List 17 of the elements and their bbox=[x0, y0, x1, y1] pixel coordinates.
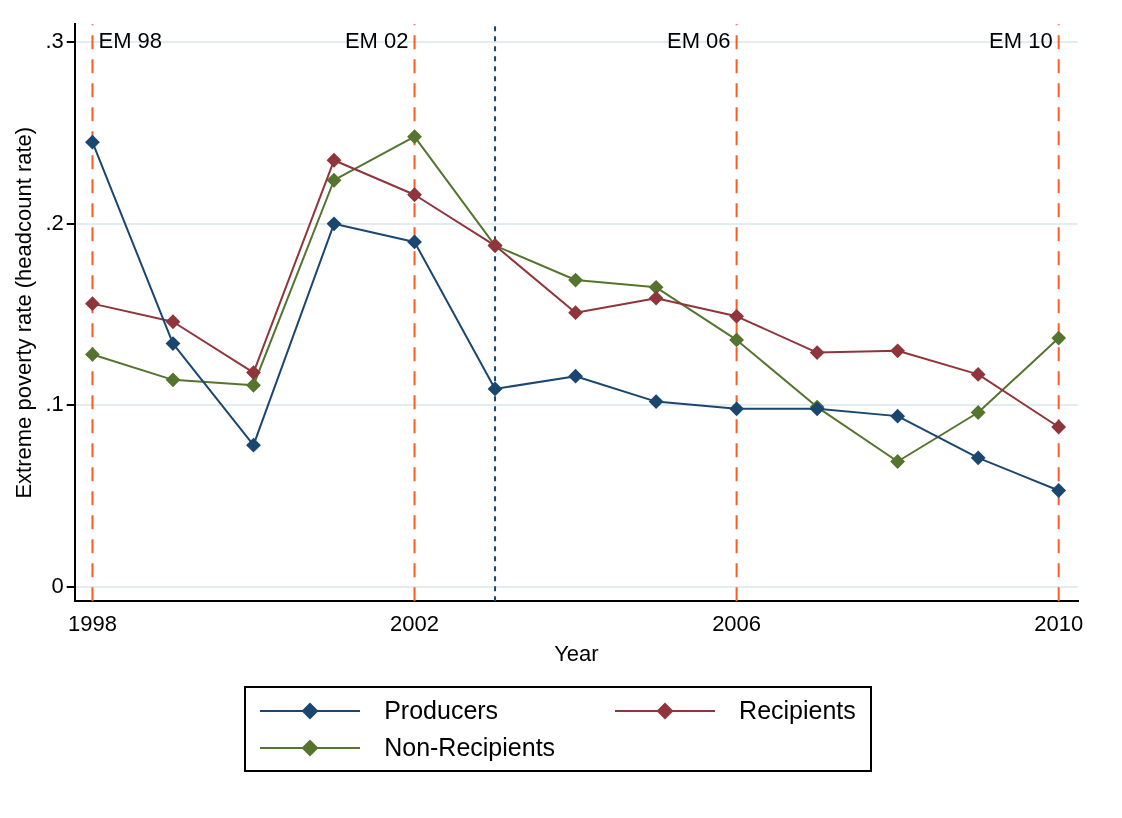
ref-line-label: EM 02 bbox=[344, 28, 409, 54]
legend-label: Non-Recipients bbox=[384, 733, 556, 762]
x-tick-label: 2002 bbox=[390, 611, 440, 637]
legend-label: Producers bbox=[384, 696, 499, 725]
x-tick-label: 2006 bbox=[712, 611, 762, 637]
x-tick-label: 1998 bbox=[67, 611, 117, 637]
y-tick-label: .3 bbox=[45, 28, 64, 54]
y-axis-title: Extreme poverty rate (headcount rate) bbox=[11, 126, 37, 499]
ref-line-label: EM 10 bbox=[989, 28, 1053, 54]
x-tick-label: 2010 bbox=[1034, 611, 1084, 637]
ref-line-label: EM 98 bbox=[98, 28, 163, 54]
y-tick-label: .2 bbox=[45, 209, 64, 235]
y-tick-label: 0 bbox=[51, 572, 64, 598]
y-tick-label: .1 bbox=[45, 391, 64, 417]
legend-label: Recipients bbox=[739, 696, 856, 725]
x-axis-title: Year bbox=[554, 640, 599, 666]
ref-line-label: EM 06 bbox=[667, 28, 731, 54]
